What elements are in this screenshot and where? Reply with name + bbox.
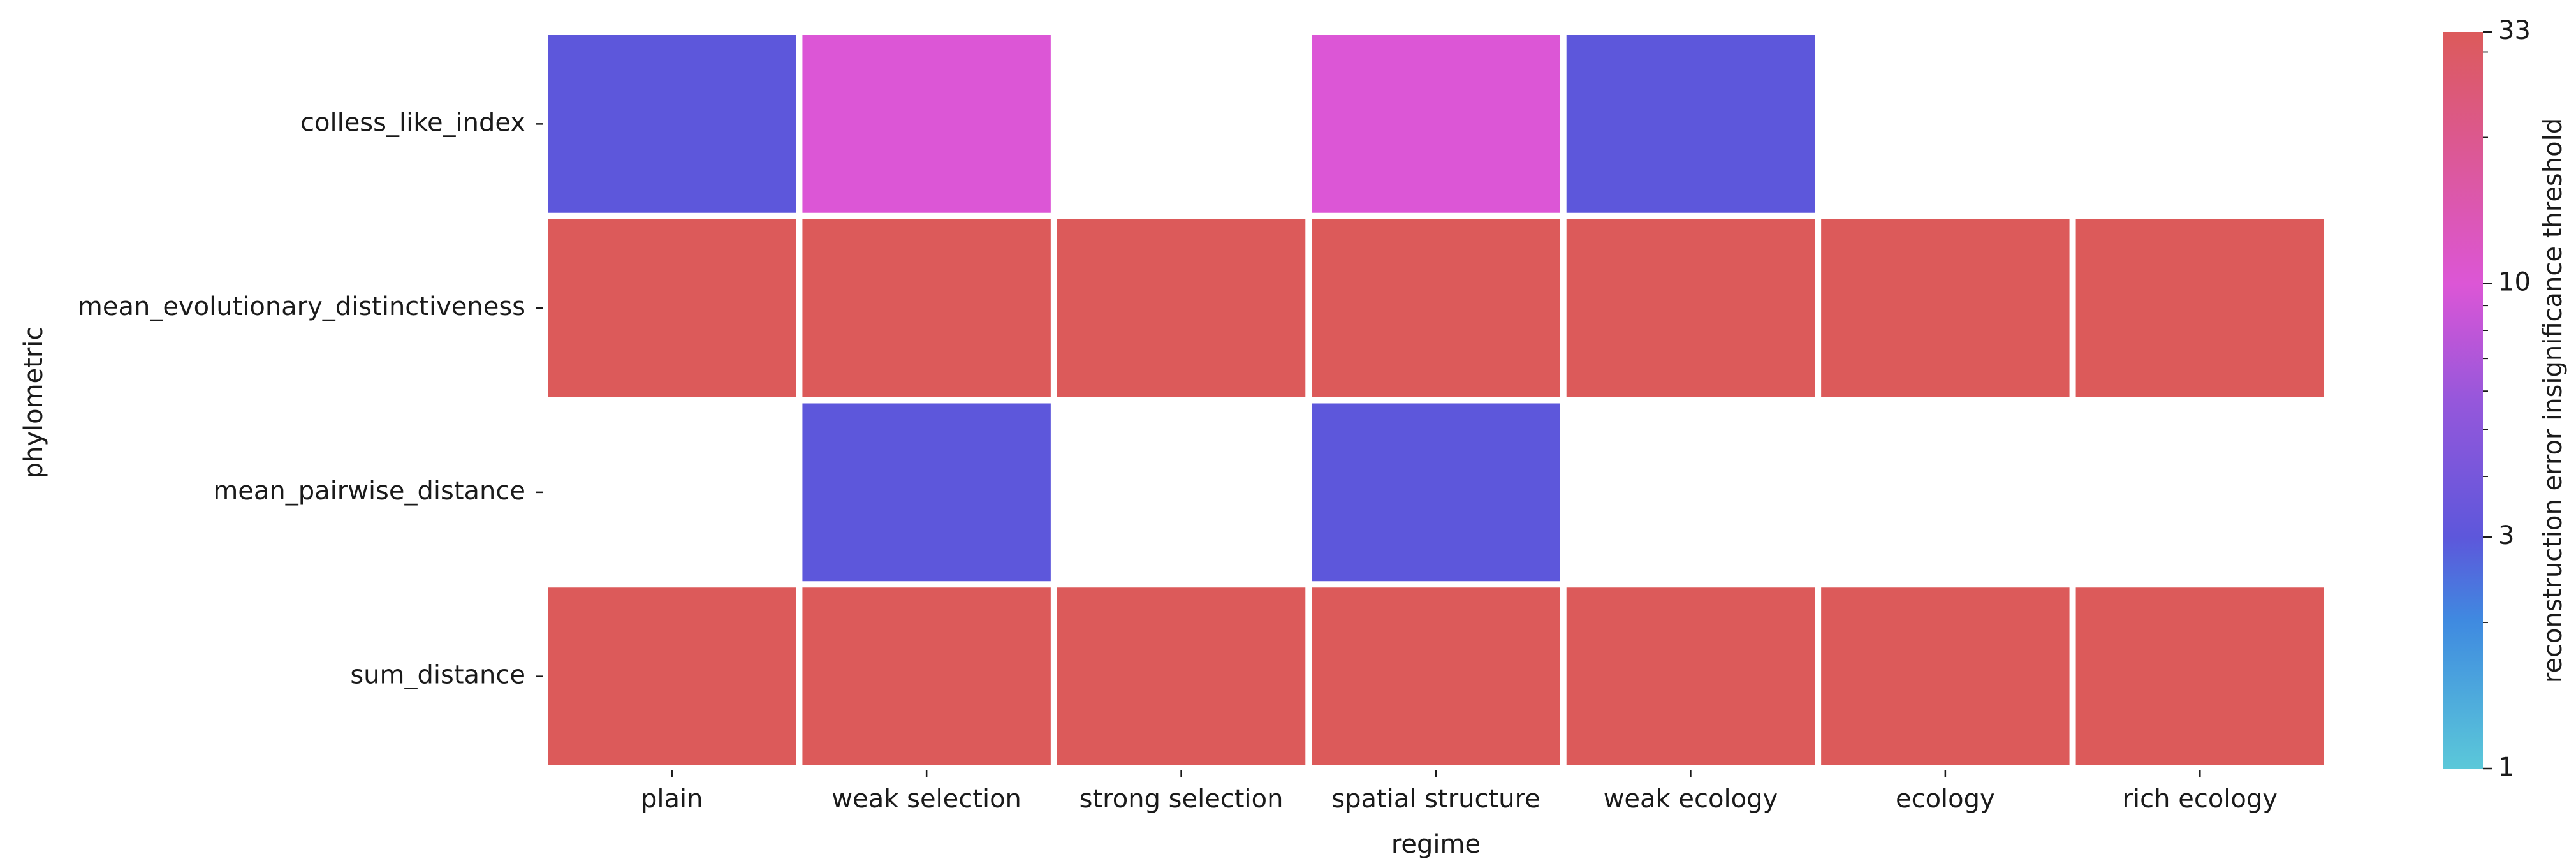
heatmap-cell [1312,403,1560,582]
heatmap-cell [548,219,796,397]
y-axis-label: phylometric [19,327,48,479]
heatmap-cell [1566,219,1815,397]
colorbar-ticks: 1 3 10 33 [2483,16,2531,782]
heatmap-cell [548,35,796,213]
colorbar-label: reconstruction error insignificance thre… [2538,118,2568,683]
heatmap-cell [1821,587,2070,765]
heatmap-cell [802,35,1051,213]
colorbar: 1 3 10 33 reconstruction error insignifican… [2443,16,2568,782]
heatmap-cell [2075,587,2324,765]
heatmap-cell [1312,35,1560,213]
heatmap-cell [1312,587,1560,765]
x-tick-label: ecology [1896,784,1995,814]
heatmap-cell [802,403,1051,582]
y-tick-label: colless_like_index [300,108,525,137]
heatmap-cell [1057,587,1306,765]
heatmap-cell [1566,587,1815,765]
y-tick-label: sum_distance [350,661,525,690]
heatmap-cell [1821,219,2070,397]
heatmap-cell [1057,219,1306,397]
heatmap-cells [548,35,2324,765]
colorbar-tick-label: 3 [2498,521,2514,550]
y-tick-label: mean_evolutionary_distinctiveness [78,292,525,321]
x-tick-label: rich ecology [2123,784,2278,814]
heatmap-cell [802,219,1051,397]
heatmap-cell [548,587,796,765]
y-axis: colless_like_index mean_evolutionary_dist… [78,108,543,690]
x-tick-label: weak ecology [1604,784,1778,814]
colorbar-gradient [2443,32,2483,769]
colorbar-tick-label: 1 [2498,753,2514,782]
x-tick-label: weak selection [831,784,1021,814]
heatmap-cell [802,587,1051,765]
heatmap-cell [1312,219,1560,397]
x-axis-label: regime [1391,830,1481,859]
heatmap-cell [2075,219,2324,397]
x-tick-label: spatial structure [1331,784,1540,814]
x-tick-label: strong selection [1079,784,1284,814]
x-axis: plain weak selection strong selection spati… [641,770,2278,814]
colorbar-tick-label: 33 [2498,16,2531,45]
y-tick-label: mean_pairwise_distance [213,476,525,506]
heatmap-cell [1566,35,1815,213]
colorbar-tick-label: 10 [2498,267,2531,297]
x-tick-label: plain [641,784,703,814]
